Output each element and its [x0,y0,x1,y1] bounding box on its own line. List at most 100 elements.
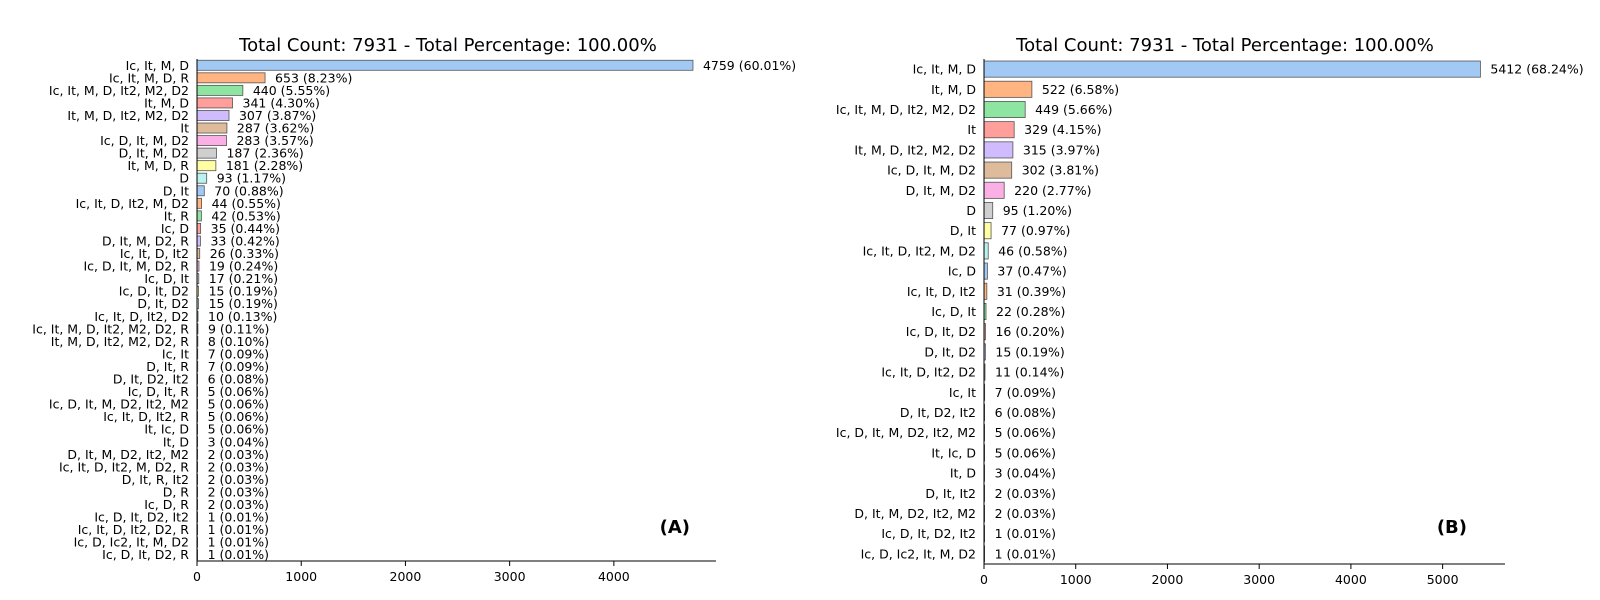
chart-b-value-label: 5 (0.06%) [995,445,1056,460]
chart-a-category-label: Ic, It, M, D [126,58,189,73]
chart-a-bar [196,235,201,247]
chart-b-bar [983,161,1013,179]
chart-a-bar [196,59,694,71]
chart-b-x-tick-label: 2000 [1152,572,1184,587]
chart-a-category-label: Ic, It, D, It2, R [103,409,189,424]
chart-a-category-label: D, It, M, D2 [119,146,189,161]
chart-a-bar [196,160,217,172]
chart-a-category-label: Ic, D, It, M, D2, It2, M2 [49,397,189,412]
chart-a-x-tick-label: 3000 [494,569,526,584]
chart-b-value-label: 22 (0.28%) [996,304,1065,319]
chart-a-value-label: 3 (0.04%) [208,434,269,449]
chart-a-value-label: 1 (0.01%) [208,510,269,525]
chart-b-category-label: D, It, M, D2 [906,183,976,198]
chart-b-value-label: 2 (0.03%) [995,486,1056,501]
chart-b-bar [983,121,1015,139]
chart-a-value-label: 307 (3.87%) [239,108,316,123]
chart-b-bar [983,202,994,219]
chart-b-value-label: 3 (0.04%) [995,466,1056,481]
chart-b-category-label: It, Ic, D [931,445,976,460]
chart-a-category-label: D, It, M, D2, R [102,233,189,248]
chart-a-category-label: It, R [164,208,190,223]
chart-b-value-label: 2 (0.03%) [995,506,1056,521]
chart-a-value-label: 283 (3.57%) [236,133,313,148]
chart-b-category-label: D, It [950,223,976,238]
chart-b-value-label: 31 (0.39%) [997,284,1066,299]
chart-a-x-tick-label: 0 [193,569,201,584]
chart-a-value-label: 7 (0.09%) [208,346,269,361]
chart-a-category-label: It, M, D, It2, M2, D2, R [51,334,190,349]
chart-a-category-label: D, It, D2 [137,296,189,311]
chart-a-value-label: 6 (0.08%) [208,372,269,387]
chart-b-category-label: D, It, It2 [925,486,976,501]
chart-a-category-label: It, M, D, It2, M2, D2 [67,108,189,123]
chart-b-value-label: 1 (0.01%) [995,546,1056,561]
chart-a-category-label: Ic, It, D, It2 [120,246,189,261]
chart-b-category-label: D, It, M, D2, It2, M2 [854,506,976,521]
chart-a-category-label: Ic, D, It, M, D2, R [83,259,189,274]
chart-b-x-tick-label: 4000 [1335,572,1367,587]
chart-a-category-label: Ic, It, D, It2, D2 [94,309,189,324]
chart-a-value-label: 2 (0.03%) [208,484,269,499]
chart-a-category-label: D, It, D2, It2 [113,372,189,387]
chart-b-x-tick-label: 3000 [1243,572,1275,587]
chart-a-bar [196,223,202,234]
chart-a-category-label: Ic, D, It, D2, It2 [94,510,189,525]
chart-a-category-label: Ic, D, It, R [128,384,190,399]
chart-b-value-label: 46 (0.58%) [998,243,1067,258]
chart-a-value-label: 9 (0.11%) [208,321,269,336]
chart-b-title: Total Count: 7931 - Total Percentage: 10… [1015,35,1434,56]
chart-a-value-label: 33 (0.42%) [210,233,279,248]
chart-b-value-label: 302 (3.81%) [1022,163,1099,178]
chart-a-category-label: It [180,121,189,136]
chart-a-category-label: It, Ic, D [144,422,189,437]
chart-b-category-label: D, It, D2 [924,344,976,359]
chart-b-value-label: 37 (0.47%) [997,264,1066,279]
chart-a-value-label: 93 (1.17%) [217,171,286,186]
chart-a-category-label: Ic, D, It, D2 [119,284,189,299]
chart-a-category-label: Ic, It, M, D, R [109,70,189,85]
chart-b-category-label: It, M, D [931,82,976,97]
chart-a-category-label: D, It, R, It2 [122,472,189,487]
chart-a-bar [196,172,208,184]
chart-a-x-tick-label: 1000 [285,569,317,584]
chart-a-value-label: 287 (3.62%) [237,121,314,136]
chart-b-value-label: 449 (5.66%) [1035,102,1112,117]
chart-a-value-label: 5 (0.06%) [208,397,269,412]
chart-a-bar [196,97,233,109]
chart-b-x-tick-label: 5000 [1427,572,1459,587]
chart-b-category-label: Ic, D, It, D2 [906,324,976,339]
chart-b-value-label: 11 (0.14%) [995,365,1064,380]
chart-a-value-label: 1 (0.01%) [208,535,269,550]
chart-b-value-label: 5412 (68.24%) [1490,62,1583,77]
chart-a-value-label: 15 (0.19%) [209,284,278,299]
chart-a-value-label: 440 (5.55%) [253,83,330,98]
chart-a-category-label: It, D [163,434,189,449]
chart-a-category-label: D, It [163,183,189,198]
chart-b-bar [983,262,988,280]
chart-b-value-label: 15 (0.19%) [995,344,1064,359]
chart-a-category-label: Ic, D, It, D2, R [102,547,189,562]
chart-a-category-label: Ic, It, D, It2, M, D2 [76,196,189,211]
chart-a-x-tick-label: 4000 [598,569,630,584]
chart-a-value-label: 2 (0.03%) [208,497,269,512]
chart-a-value-label: 2 (0.03%) [208,447,269,462]
chart-a-category-label: Ic, It [162,346,189,361]
chart-b-category-label: Ic, It, D, It2, M, D2 [863,243,976,258]
chart-b-value-label: 5 (0.06%) [995,425,1056,440]
chart-a-bar [196,197,202,209]
chart-a-value-label: 42 (0.53%) [211,208,280,223]
chart-a-value-label: 653 (8.23%) [275,70,352,85]
chart-b-x-tick-label: 0 [980,572,988,587]
chart-b-category-label: Ic, D, It [931,304,976,319]
chart-a-value-label: 17 (0.21%) [209,271,278,286]
chart-a-x-tick-label: 2000 [390,569,422,584]
chart-a-bar [196,110,230,121]
chart-a-category-label: D, It, M, D2, It2, M2 [67,447,189,462]
chart-a-value-label: 44 (0.55%) [212,196,281,211]
chart-a-category-label: Ic, It, M, D, It2, M2, D2, R [32,321,189,336]
chart-a-category-label: It, M, D [144,95,189,110]
chart-b-x-tick-label: 1000 [1060,572,1092,587]
chart-b-category-label: Ic, It [949,385,976,400]
chart-b-category-label: Ic, It, D, It2, D2 [881,365,976,380]
